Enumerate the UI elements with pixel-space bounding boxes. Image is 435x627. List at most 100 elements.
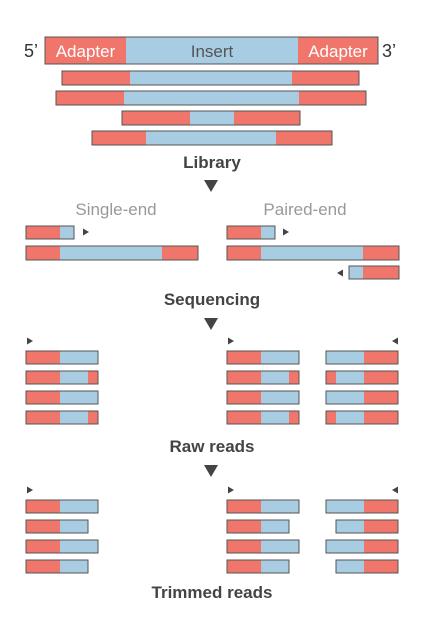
raw-read-single: [25, 370, 99, 385]
single-end-fragment: [25, 245, 199, 261]
library-fragment: [55, 90, 367, 106]
construct-outline: [44, 36, 379, 65]
paired-end-read-2: [348, 265, 400, 280]
bar-outline: [25, 410, 99, 425]
adapter-segment: [292, 71, 359, 85]
insert-segment: [60, 411, 88, 424]
insert-segment: [60, 391, 98, 404]
bar-outline: [325, 499, 399, 514]
small-triangle-icon: [228, 337, 234, 345]
bar-outline: [121, 110, 301, 126]
raw-reads-label: Raw reads: [169, 437, 254, 456]
single-end-read: [25, 225, 75, 240]
adapter-segment: [56, 91, 124, 105]
insert-segment: [336, 411, 364, 424]
insert-segment: [261, 371, 289, 384]
insert-segment: [326, 391, 364, 404]
adapter-segment: [26, 391, 60, 404]
insert-segment: [261, 226, 275, 239]
three-prime-label: 3’: [382, 41, 396, 61]
library-fragment: [61, 70, 360, 86]
adapter-segment: [227, 411, 261, 424]
bar-outline: [25, 370, 99, 385]
adapter-insert-construct: 5’ Adapter Insert Adapter 3’: [24, 36, 396, 65]
adapter-segment: [26, 560, 60, 573]
raw-read-paired-reverse: [325, 410, 399, 425]
adapter-segment: [122, 111, 190, 125]
adapter-segment: [364, 540, 398, 553]
adapter-segment: [364, 560, 398, 573]
insert-segment: [146, 131, 276, 145]
bar-outline: [226, 559, 290, 574]
raw-read-single: [25, 410, 99, 425]
adapter-segment: [88, 411, 98, 424]
insert-segment: [130, 71, 292, 85]
adapter-segment: [26, 351, 60, 364]
bar-outline: [25, 539, 99, 554]
insert-label: Insert: [191, 42, 234, 61]
bar-outline: [325, 539, 399, 554]
insert-segment: [336, 520, 364, 533]
library-fragments: [55, 70, 367, 146]
trimmed-read-paired-reverse: [335, 559, 399, 574]
adapter-segment: [364, 411, 398, 424]
bar-outline: [226, 519, 290, 534]
raw-read-paired-reverse: [325, 350, 399, 365]
adapter-segment: [227, 500, 261, 513]
bar-outline: [226, 539, 300, 554]
adapter-segment: [326, 371, 336, 384]
bar-outline: [25, 225, 75, 240]
down-triangle-icon: [204, 318, 218, 330]
raw-read-paired-forward: [226, 350, 300, 365]
library-fragment: [121, 110, 301, 126]
adapter-segment: [227, 391, 261, 404]
raw-read-paired-reverse: [325, 390, 399, 405]
insert-segment: [326, 351, 364, 364]
trimmed-reads: [25, 486, 399, 574]
adapter-segment: [26, 520, 60, 533]
raw-read-paired-forward: [226, 370, 300, 385]
raw-read-paired-reverse: [325, 370, 399, 385]
trimmed-read-single: [25, 519, 89, 534]
bar-outline: [91, 130, 333, 146]
bar-outline: [25, 499, 99, 514]
bar-outline: [61, 70, 360, 86]
adapter-right-label: Adapter: [308, 42, 368, 61]
adapter-segment: [364, 351, 398, 364]
adapter-segment: [227, 246, 261, 260]
trimmed-reads-label: Trimmed reads: [152, 583, 273, 602]
paired-end-fragment: [226, 245, 400, 261]
insert-segment: [261, 500, 299, 513]
insert-segment: [190, 111, 234, 125]
adapter-left-block: [45, 37, 126, 64]
trimmed-read-paired-forward: [226, 559, 290, 574]
bar-outline: [25, 350, 99, 365]
bar-outline: [226, 245, 400, 261]
insert-segment: [60, 246, 162, 260]
trimmed-read-paired-reverse: [325, 499, 399, 514]
insert-segment: [124, 91, 299, 105]
trimmed-read-paired-reverse: [325, 539, 399, 554]
adapter-segment: [26, 540, 60, 553]
bar-outline: [325, 370, 399, 385]
insert-segment: [60, 560, 88, 573]
small-triangle-icon: [392, 337, 398, 345]
adapter-segment: [227, 371, 261, 384]
bar-outline: [226, 390, 300, 405]
adapter-segment: [363, 266, 399, 279]
small-triangle-icon: [392, 486, 398, 494]
bar-outline: [325, 410, 399, 425]
trimmed-read-single: [25, 559, 89, 574]
insert-block: [126, 37, 298, 64]
adapter-segment: [62, 71, 130, 85]
bar-outline: [325, 350, 399, 365]
insert-segment: [261, 246, 363, 260]
adapter-segment: [326, 411, 336, 424]
bar-outline: [335, 519, 399, 534]
insert-segment: [261, 560, 289, 573]
bar-outline: [348, 265, 400, 280]
single-end-label: Single-end: [75, 200, 156, 219]
adapter-segment: [227, 351, 261, 364]
